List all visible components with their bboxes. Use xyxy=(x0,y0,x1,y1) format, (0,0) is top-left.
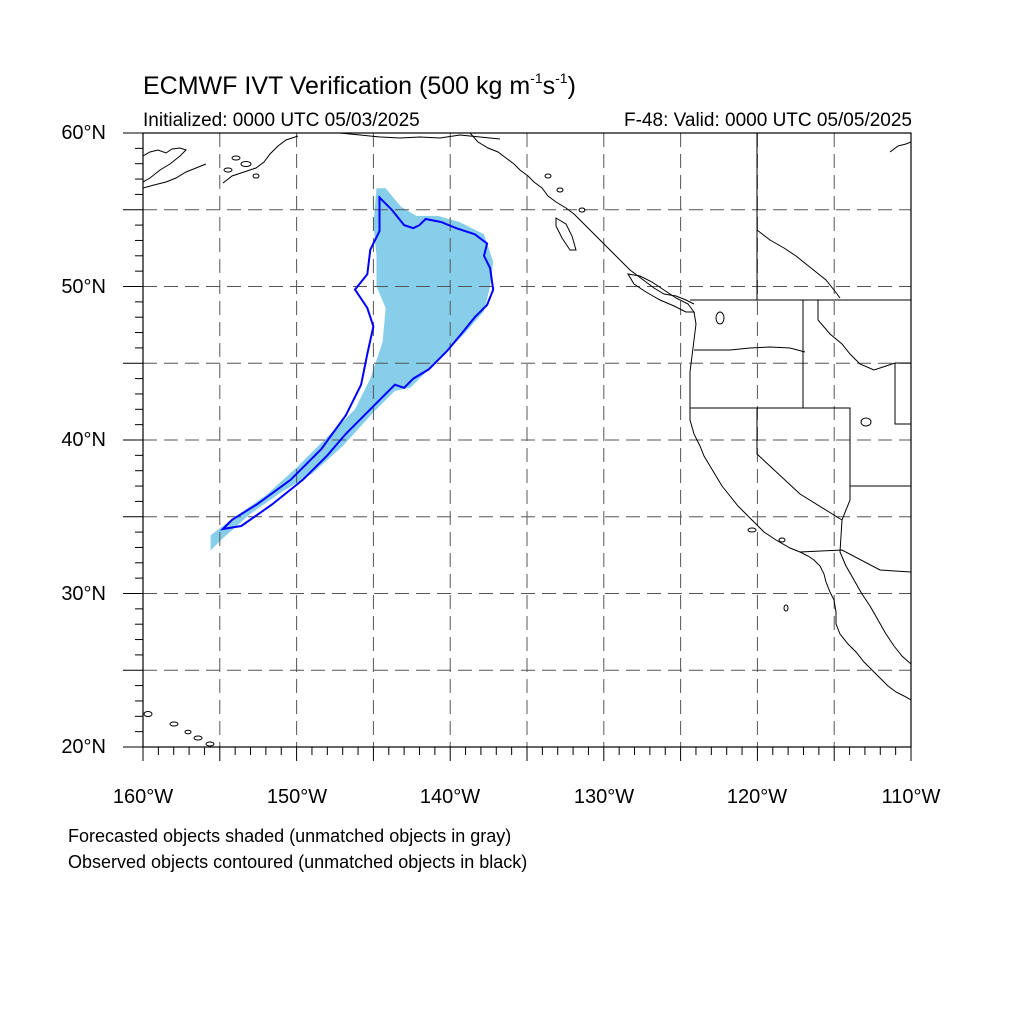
lat-label-40n: 40°N xyxy=(61,429,106,451)
footer-forecast-note: Forecasted objects shaded (unmatched obj… xyxy=(68,826,512,846)
initialized-time: Initialized: 0000 UTC 05/03/2025 xyxy=(143,110,420,131)
forecast-object-layer xyxy=(210,188,494,551)
lat-label-50n: 50°N xyxy=(61,276,106,298)
coastline-segment xyxy=(756,229,841,299)
lat-label-60n: 60°N xyxy=(61,122,106,144)
coastline-segment xyxy=(817,300,896,371)
coastline-segment xyxy=(689,311,911,701)
island-outline xyxy=(778,537,786,543)
island-outline xyxy=(783,604,789,612)
island-outline xyxy=(556,187,564,193)
island-outline xyxy=(143,711,153,717)
island-outline xyxy=(205,741,215,747)
coastline-segment xyxy=(756,408,843,521)
lon-label-160w: 160°W xyxy=(112,786,174,808)
island-outline xyxy=(193,735,203,741)
valid-time: F-48: Valid: 0000 UTC 05/05/2025 xyxy=(624,110,912,131)
coastline-segment xyxy=(222,135,299,184)
coastlines-and-borders xyxy=(143,133,911,747)
lon-label-150w: 150°W xyxy=(266,786,328,808)
lat-label-30n: 30°N xyxy=(61,583,106,605)
coastline-segment xyxy=(839,551,911,665)
coastline-segment xyxy=(143,163,207,189)
coastline-segment xyxy=(894,363,911,425)
lon-label-140w: 140°W xyxy=(419,786,481,808)
island-outline xyxy=(223,167,233,173)
footer-observed-note: Observed objects contoured (unmatched ob… xyxy=(68,852,528,872)
island-outline xyxy=(240,161,252,167)
observed-object-layer xyxy=(219,195,495,531)
coastline-segment xyxy=(839,408,851,553)
observed-ivt-contour xyxy=(219,195,495,531)
lon-label-110w: 110°W xyxy=(881,786,941,808)
map-title: ECMWF IVT Verification (500 kg m-1s-1) xyxy=(143,70,576,100)
island-outline xyxy=(231,155,241,161)
coastline-segment xyxy=(694,346,806,353)
island-outline xyxy=(747,527,757,533)
axis-ticks xyxy=(123,132,912,761)
island-outline xyxy=(169,721,179,727)
coastline-segment xyxy=(889,141,911,153)
forecast-ivt-object xyxy=(210,188,494,551)
plot-frame xyxy=(142,132,912,748)
coastline-segment xyxy=(555,217,577,251)
coastline-segment xyxy=(799,549,911,573)
island-outline xyxy=(715,311,725,325)
island-outline xyxy=(252,173,260,179)
island-outline xyxy=(544,173,552,179)
lon-label-130w: 130°W xyxy=(573,786,635,808)
lon-label-120w: 120°W xyxy=(726,786,788,808)
lat-label-20n: 20°N xyxy=(61,736,106,758)
coastline-segment xyxy=(469,133,695,305)
coastline-segment xyxy=(143,147,187,183)
gridlines xyxy=(143,133,911,747)
island-outline xyxy=(184,729,192,735)
island-outline xyxy=(578,207,586,213)
island-outline xyxy=(860,417,872,427)
